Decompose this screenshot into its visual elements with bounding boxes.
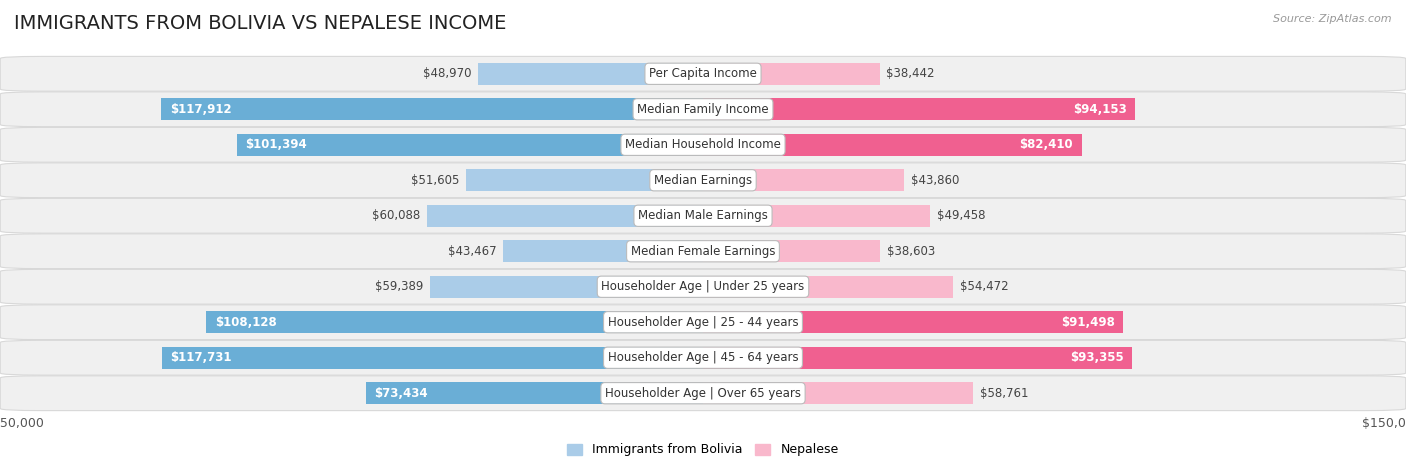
FancyBboxPatch shape <box>0 127 1406 162</box>
Text: Median Household Income: Median Household Income <box>626 138 780 151</box>
Text: $60,088: $60,088 <box>371 209 420 222</box>
Bar <box>703 347 1132 369</box>
Bar <box>703 205 931 227</box>
Text: $54,472: $54,472 <box>960 280 1008 293</box>
Bar <box>207 311 703 333</box>
Text: $51,605: $51,605 <box>411 174 460 187</box>
Bar <box>703 382 973 404</box>
Text: $108,128: $108,128 <box>215 316 277 329</box>
Text: $91,498: $91,498 <box>1062 316 1115 329</box>
Text: IMMIGRANTS FROM BOLIVIA VS NEPALESE INCOME: IMMIGRANTS FROM BOLIVIA VS NEPALESE INCO… <box>14 14 506 33</box>
Bar <box>703 276 953 298</box>
FancyBboxPatch shape <box>0 376 1406 410</box>
Text: $48,970: $48,970 <box>423 67 471 80</box>
Text: Per Capita Income: Per Capita Income <box>650 67 756 80</box>
FancyBboxPatch shape <box>0 305 1406 340</box>
FancyBboxPatch shape <box>0 92 1406 127</box>
Bar <box>427 205 703 227</box>
Text: $73,434: $73,434 <box>374 387 427 400</box>
Text: $101,394: $101,394 <box>246 138 308 151</box>
Text: Median Female Earnings: Median Female Earnings <box>631 245 775 258</box>
FancyBboxPatch shape <box>0 269 1406 304</box>
Bar <box>503 240 703 262</box>
Text: $117,912: $117,912 <box>170 103 232 116</box>
Bar <box>703 134 1081 156</box>
Bar <box>238 134 703 156</box>
Bar <box>162 347 703 369</box>
Bar <box>478 63 703 85</box>
Text: $49,458: $49,458 <box>936 209 986 222</box>
Bar <box>430 276 703 298</box>
Text: $94,153: $94,153 <box>1073 103 1128 116</box>
FancyBboxPatch shape <box>0 163 1406 198</box>
FancyBboxPatch shape <box>0 57 1406 91</box>
FancyBboxPatch shape <box>0 234 1406 269</box>
Bar <box>703 169 904 191</box>
Text: $82,410: $82,410 <box>1019 138 1073 151</box>
Bar <box>162 98 703 120</box>
Text: $43,467: $43,467 <box>449 245 496 258</box>
Bar <box>703 311 1123 333</box>
Text: $38,442: $38,442 <box>886 67 935 80</box>
Text: $59,389: $59,389 <box>375 280 423 293</box>
Text: $43,860: $43,860 <box>911 174 960 187</box>
Text: Median Family Income: Median Family Income <box>637 103 769 116</box>
Text: Householder Age | Under 25 years: Householder Age | Under 25 years <box>602 280 804 293</box>
Text: $58,761: $58,761 <box>980 387 1028 400</box>
Text: $117,731: $117,731 <box>170 351 232 364</box>
FancyBboxPatch shape <box>0 340 1406 375</box>
Bar <box>703 63 880 85</box>
Text: Source: ZipAtlas.com: Source: ZipAtlas.com <box>1274 14 1392 24</box>
Text: Householder Age | 25 - 44 years: Householder Age | 25 - 44 years <box>607 316 799 329</box>
Legend: Immigrants from Bolivia, Nepalese: Immigrants from Bolivia, Nepalese <box>562 439 844 461</box>
FancyBboxPatch shape <box>0 198 1406 233</box>
Text: $38,603: $38,603 <box>887 245 935 258</box>
Bar <box>465 169 703 191</box>
Text: Median Male Earnings: Median Male Earnings <box>638 209 768 222</box>
Text: $93,355: $93,355 <box>1070 351 1123 364</box>
Text: Householder Age | Over 65 years: Householder Age | Over 65 years <box>605 387 801 400</box>
Bar <box>703 98 1136 120</box>
Bar <box>366 382 703 404</box>
Bar <box>703 240 880 262</box>
Text: Median Earnings: Median Earnings <box>654 174 752 187</box>
Text: Householder Age | 45 - 64 years: Householder Age | 45 - 64 years <box>607 351 799 364</box>
